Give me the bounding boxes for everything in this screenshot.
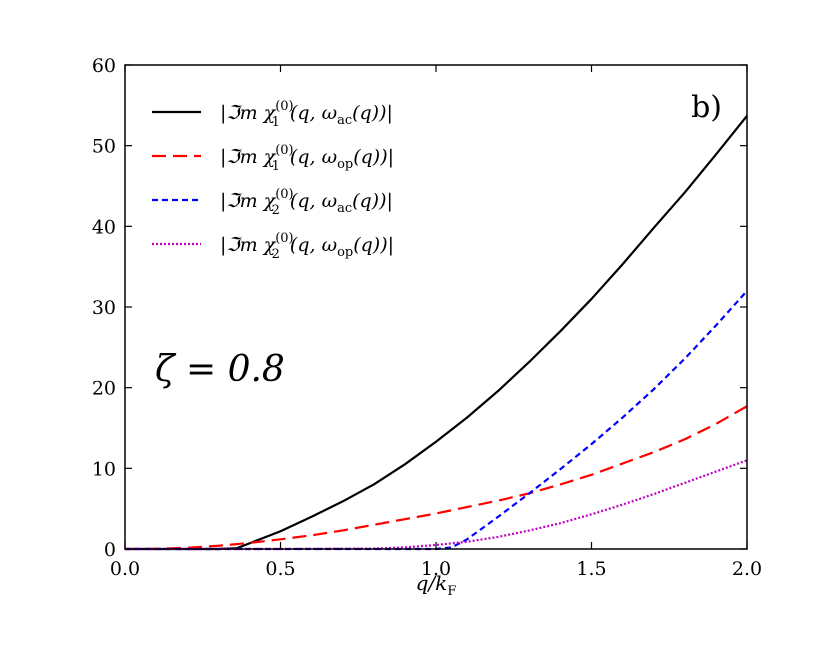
annotation-zeta: ζ = 0.8 bbox=[155, 349, 285, 390]
series-line-1 bbox=[125, 115, 748, 551]
y-tick-label: 20 bbox=[92, 378, 116, 400]
y-tick-label: 50 bbox=[92, 136, 116, 158]
y-tick-label: 60 bbox=[92, 55, 116, 77]
panel-label: b) bbox=[691, 90, 722, 125]
ticks-layer: 0.0 0.5 1.0 1.5 2.0 0 10 20 30 40 50 60 bbox=[92, 55, 762, 580]
legend-label-4: |ℑm χ(0) 2 (q, ωop(q))| bbox=[220, 231, 394, 262]
y-tick-label: 0 bbox=[104, 539, 116, 561]
series-line-3 bbox=[125, 290, 748, 551]
x-tick-label: 2.0 bbox=[732, 558, 762, 580]
series-line-2 bbox=[124, 405, 748, 551]
y-tick-label: 40 bbox=[92, 216, 116, 238]
y-tick-label: 30 bbox=[92, 297, 116, 319]
legend-label-2: |ℑm χ(0) 1 (q, ωop(q))| bbox=[220, 143, 394, 174]
series-layer bbox=[124, 115, 748, 551]
x-tick-label: 1.5 bbox=[576, 558, 606, 580]
x-axis-label: q/kF bbox=[416, 571, 457, 599]
axes-frame bbox=[124, 64, 748, 550]
series-line-4 bbox=[125, 459, 748, 551]
legend-label-3: |ℑm χ(0) 2 (q, ωac(q))| bbox=[220, 187, 393, 218]
x-tick-label: 0.5 bbox=[265, 558, 295, 580]
legend-label-1: |ℑm χ(0) 1 (q, ωac(q))| bbox=[220, 99, 393, 130]
y-tick-label: 10 bbox=[92, 458, 116, 480]
x-tick-label: 1.0 bbox=[421, 558, 451, 580]
legend: |ℑm χ(0) 1 (q, ωac(q))| |ℑm χ(0) 1 (q, ωop(q)… bbox=[152, 99, 394, 262]
x-tick-label: 0.0 bbox=[110, 558, 140, 580]
